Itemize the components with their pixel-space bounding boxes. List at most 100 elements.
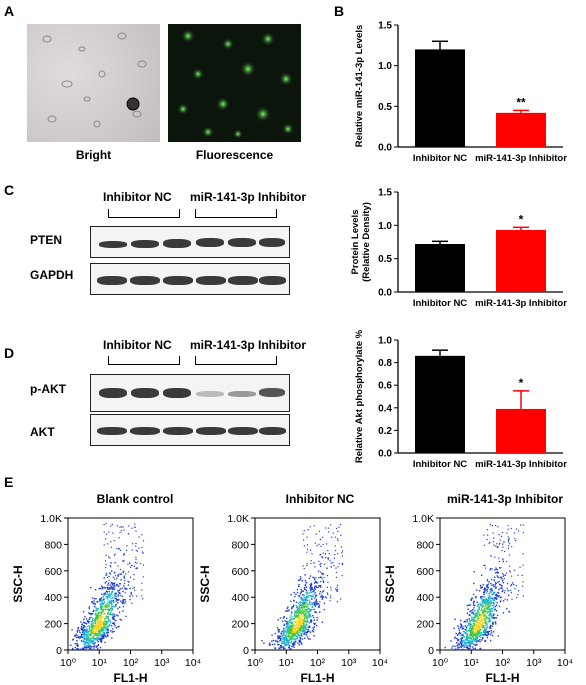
event-dot	[474, 647, 476, 650]
event-dot	[487, 605, 489, 607]
event-dot	[458, 629, 461, 631]
event-dot	[484, 621, 487, 624]
event-dot	[299, 640, 301, 643]
event-dot	[91, 631, 94, 633]
bright-caption: Bright	[75, 148, 112, 162]
event-dot	[338, 526, 340, 528]
event-dot	[111, 587, 114, 589]
y-axis-label: Relative Akt phosphorylate %	[354, 329, 365, 463]
y-tick-label: 1.0	[378, 221, 392, 232]
event-dot	[472, 602, 475, 604]
event-dot	[105, 533, 108, 535]
event-dot	[109, 564, 111, 567]
event-dot	[502, 600, 505, 602]
event-dot	[466, 641, 469, 644]
event-dot	[280, 645, 283, 647]
event-dot	[88, 639, 90, 641]
event-dot	[501, 578, 503, 580]
event-dot	[90, 629, 92, 631]
event-dot	[487, 601, 490, 604]
event-dot	[296, 628, 298, 631]
event-dot	[103, 544, 105, 546]
y-tick-label: 800	[44, 539, 62, 551]
event-dot	[282, 640, 284, 643]
event-dot	[485, 631, 487, 633]
event-dot	[476, 601, 478, 603]
event-dot	[327, 581, 329, 583]
event-dot	[324, 553, 327, 555]
event-dot	[484, 622, 486, 624]
event-dot	[99, 601, 101, 603]
event-dot	[294, 616, 296, 618]
event-dot	[483, 544, 486, 546]
event-dot	[490, 610, 493, 613]
event-dot	[485, 624, 487, 626]
x-tick-label: 10²	[123, 657, 139, 669]
event-dot	[485, 622, 487, 624]
event-dot	[460, 625, 462, 628]
event-dot	[89, 647, 92, 649]
event-dot	[101, 588, 104, 590]
event-dot	[80, 640, 83, 642]
event-dot	[109, 584, 111, 586]
event-dot	[98, 624, 101, 626]
event-dot	[115, 600, 117, 602]
event-dot	[513, 569, 515, 571]
event-dot	[492, 532, 494, 534]
event-dot	[95, 610, 97, 612]
event-dot	[75, 636, 78, 639]
event-dot	[113, 605, 115, 608]
event-dot	[489, 621, 491, 623]
event-dot	[485, 634, 488, 637]
event-dot	[286, 621, 288, 623]
event-dot	[305, 601, 307, 603]
event-dot	[471, 618, 473, 620]
event-dot	[319, 584, 321, 587]
event-dot	[477, 630, 479, 633]
event-dot	[96, 614, 98, 616]
event-dot	[301, 630, 304, 632]
event-dot	[305, 581, 307, 584]
event-dot	[87, 621, 90, 623]
event-dot	[117, 574, 119, 576]
event-dot	[103, 613, 105, 616]
event-dot	[101, 593, 103, 595]
event-dot	[285, 638, 287, 640]
event-dot	[303, 567, 305, 570]
event-dot	[481, 623, 484, 626]
event-dot	[76, 630, 79, 632]
event-dot	[496, 601, 498, 604]
event-dot	[299, 604, 301, 607]
bar	[415, 244, 465, 292]
event-dot	[494, 585, 496, 588]
event-dot	[88, 630, 90, 633]
event-dot	[330, 586, 332, 588]
event-dot	[97, 611, 100, 614]
event-dot	[97, 643, 100, 646]
event-dot	[500, 584, 502, 586]
event-dot	[488, 627, 491, 629]
event-dot	[92, 619, 94, 622]
event-dot	[85, 637, 87, 639]
event-dot	[97, 633, 100, 636]
event-dot	[328, 553, 330, 555]
event-dot	[284, 637, 286, 639]
event-dot	[107, 635, 109, 637]
event-dot	[300, 641, 302, 643]
event-dot	[293, 614, 296, 616]
event-dot	[475, 635, 477, 637]
event-dot	[498, 534, 500, 536]
event-dot	[119, 526, 121, 528]
event-dot	[93, 633, 96, 635]
event-dot	[298, 630, 300, 632]
event-dot	[468, 637, 471, 639]
event-dot	[465, 629, 467, 632]
event-dot	[321, 597, 324, 599]
event-dot	[88, 643, 90, 645]
event-dot	[487, 610, 490, 613]
event-dot	[117, 607, 119, 610]
event-dot	[297, 620, 299, 623]
event-dot	[97, 625, 99, 627]
event-dot	[315, 580, 317, 583]
event-dot	[308, 615, 311, 618]
